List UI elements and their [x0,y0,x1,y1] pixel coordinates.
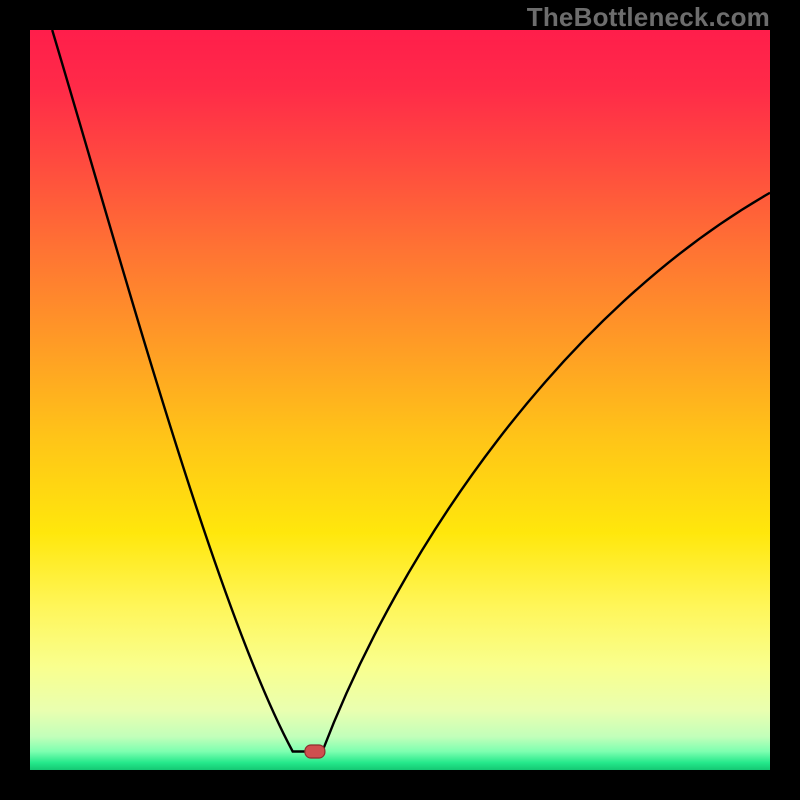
minimum-marker [30,30,770,770]
chart-frame: TheBottleneck.com [0,0,800,800]
watermark-label: TheBottleneck.com [527,2,770,33]
plot-area [30,30,770,770]
